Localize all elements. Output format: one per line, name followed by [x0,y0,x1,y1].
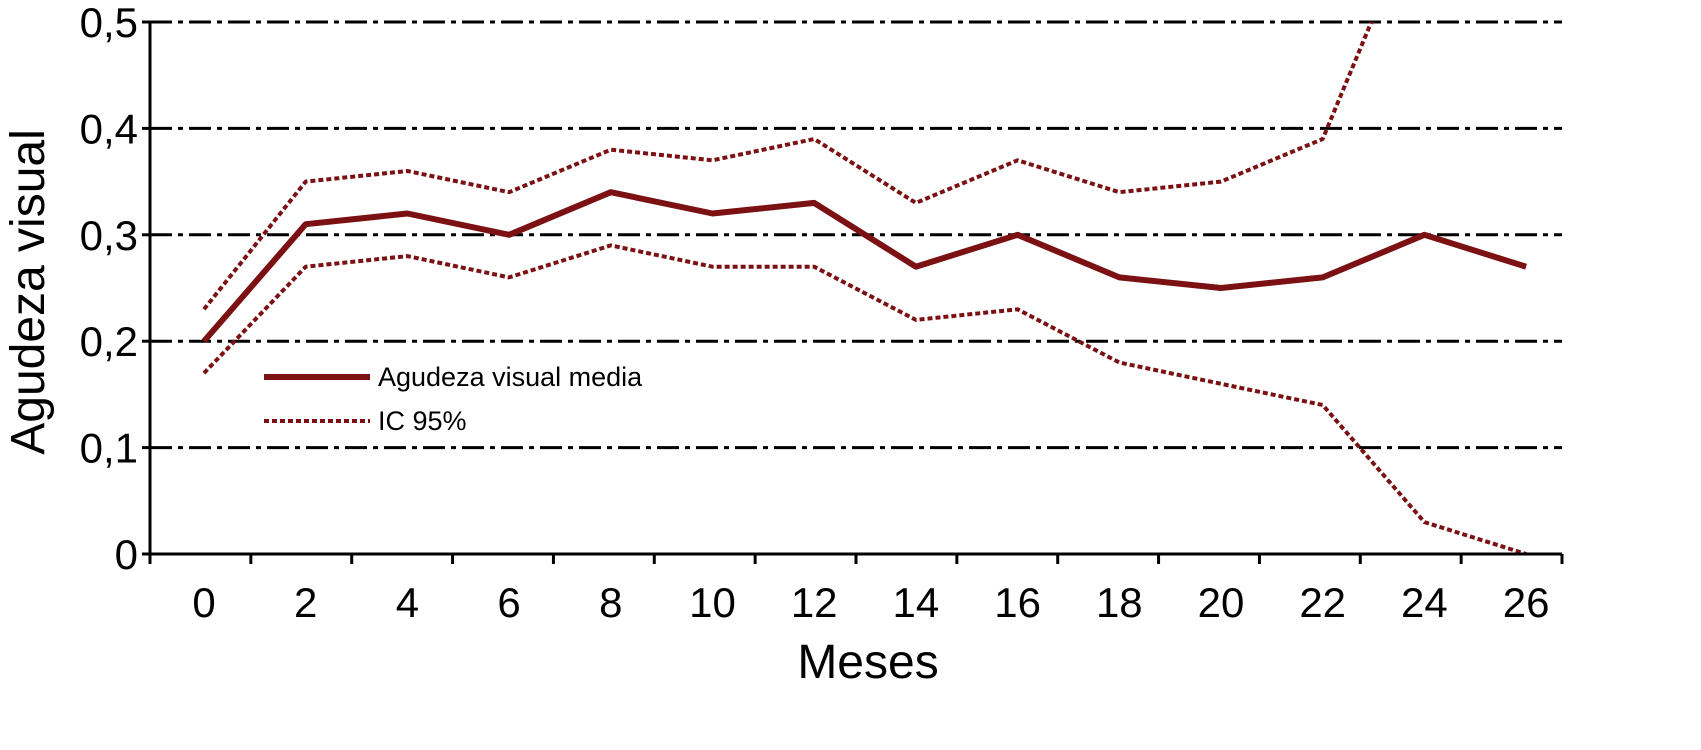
y-tick-label: 0,4 [80,105,138,152]
x-tick-label: 18 [1096,579,1143,626]
x-tick-label: 26 [1503,579,1550,626]
x-tick-label: 2 [294,579,317,626]
y-tick-label: 0 [115,531,138,578]
x-tick-label: 24 [1401,579,1448,626]
x-tick-label: 22 [1299,579,1346,626]
x-tick-label: 0 [192,579,215,626]
ticks [142,20,1564,564]
legend-label-ci: IC 95% [378,406,467,436]
series-line-ci-upper [202,22,1374,311]
x-tick-label: 4 [396,579,419,626]
tick-labels: 00,10,20,30,40,50 2 4 6 8 10 12 14 16 18 20 22 24 26 [80,0,1550,626]
y-tick-label: 0,1 [80,425,138,472]
x-tick-label: 10 [689,579,736,626]
legend-label-mean: Agudeza visual media [378,362,643,392]
x-axis-title: Meses [797,636,938,689]
legend: Agudeza visual media IC 95% [264,362,643,436]
x-tick-label: 6 [497,579,520,626]
series-line-mean [201,189,1527,344]
gridlines [150,20,1562,450]
y-axis-title: Agudeza visual [2,129,55,455]
x-tick-label: 16 [994,579,1041,626]
series-layer [201,22,1527,554]
x-tick-label: 12 [791,579,838,626]
x-tick-label: 20 [1198,579,1245,626]
y-tick-label: 0,2 [80,318,138,365]
y-tick-label: 0,5 [80,0,138,46]
series-line-ci-lower [202,243,1527,554]
y-tick-label: 0,3 [80,212,138,259]
x-tick-label: 14 [893,579,940,626]
x-tick-label: 8 [599,579,622,626]
